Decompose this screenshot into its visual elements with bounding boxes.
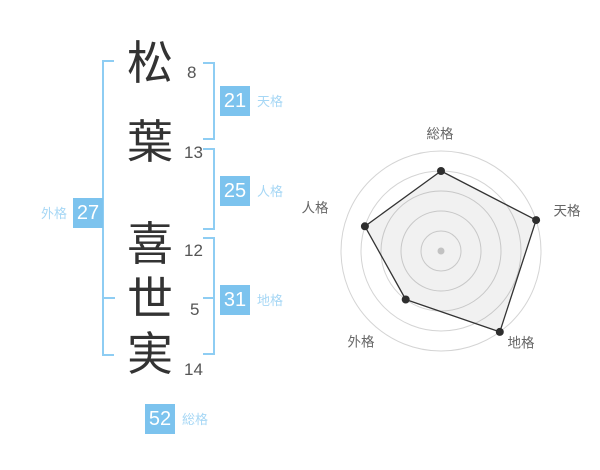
name-char-4: 世: [127, 273, 173, 325]
chikaku-value-badge: 31: [220, 285, 250, 315]
radar-grid-ring: [400, 210, 482, 292]
radar-vertex-dot: [360, 222, 369, 231]
chikaku-bracket: [203, 237, 215, 355]
radar-vertex-dot: [401, 295, 410, 304]
jinkaku-value-badge: 25: [220, 176, 250, 206]
chikaku-label: 地格: [257, 293, 284, 308]
radar-vertex-dot: [495, 327, 504, 336]
name-char-3: 喜: [127, 218, 173, 270]
tenkaku-label: 天格: [257, 94, 284, 109]
gaikaku-bracket: [102, 60, 114, 356]
chikaku-bracket-tick: [203, 297, 213, 299]
stroke-count-3: 12: [184, 241, 203, 260]
radar-vertex-dot: [532, 216, 541, 225]
gaikaku-value-badge: 27: [73, 198, 103, 228]
radar-grid-ring: [420, 230, 462, 272]
stroke-count-1: 8: [187, 63, 197, 82]
tenkaku-bracket: [203, 62, 215, 140]
radar-axis-label: 天格: [554, 204, 582, 219]
name-char-2: 葉: [127, 116, 173, 168]
radar-data-polygon: [364, 170, 537, 333]
tenkaku-value-badge: 21: [220, 86, 250, 116]
radar-axis-label: 人格: [302, 201, 329, 216]
radar-center-dot: [437, 247, 445, 255]
radar-axis-label: 地格: [508, 336, 536, 351]
radar-grid-ring: [340, 150, 542, 352]
radar-axis-label: 総格: [427, 127, 454, 142]
gaikaku-label: 外格: [41, 206, 68, 221]
name-char-5: 実: [127, 328, 173, 380]
stroke-count-5: 14: [184, 360, 203, 379]
name-char-1: 松: [127, 37, 173, 89]
jinkaku-bracket: [203, 148, 215, 230]
gaikaku-bracket-tick: [104, 297, 115, 299]
jinkaku-label: 人格: [257, 184, 284, 199]
soukaku-value-badge: 52: [145, 404, 175, 434]
soukaku-label: 総格: [182, 412, 209, 427]
stroke-count-4: 5: [190, 300, 200, 319]
radar-axis-label: 外格: [348, 335, 375, 350]
radar-vertex-dot: [437, 167, 445, 175]
stroke-count-2: 13: [184, 143, 203, 162]
